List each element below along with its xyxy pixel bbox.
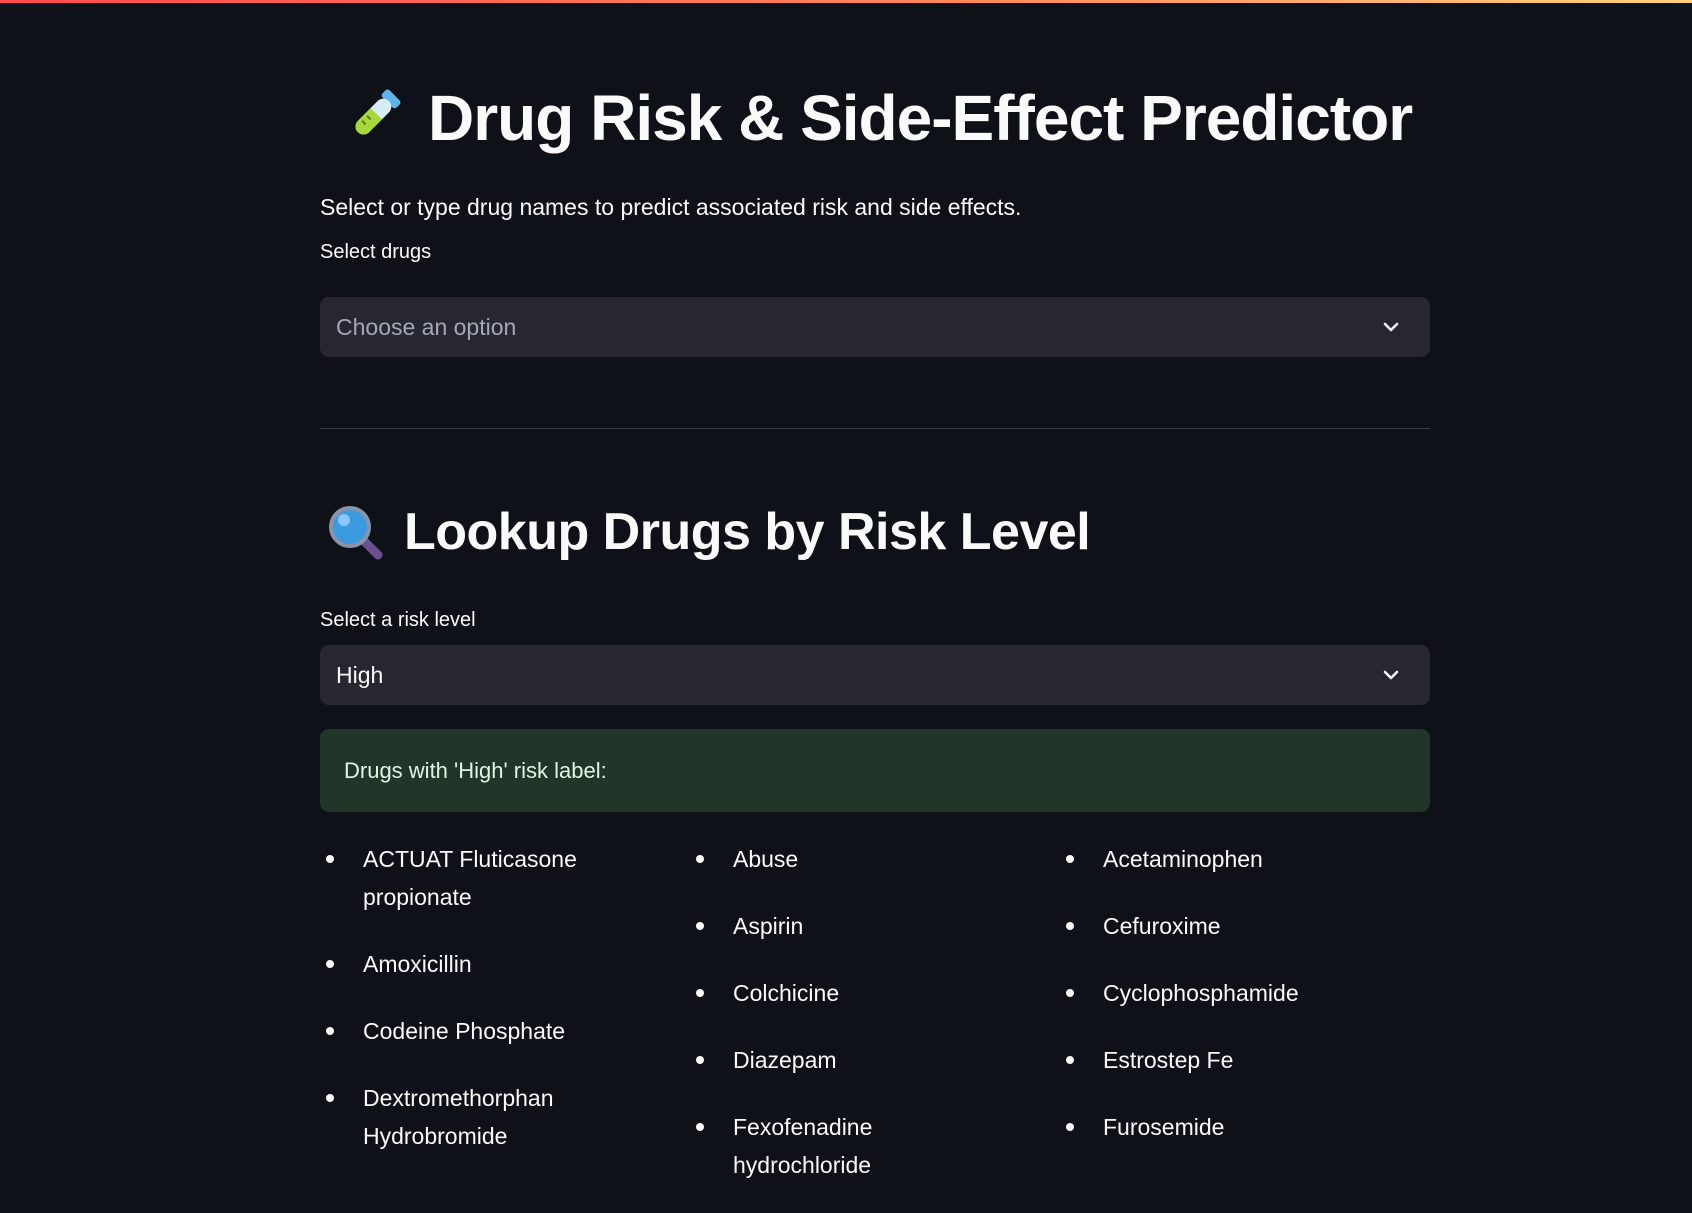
test-tube-icon <box>355 89 401 135</box>
page-title: Drug Risk & Side-Effect Predictor <box>428 82 1413 154</box>
lookup-heading: Lookup Drugs by Risk Level <box>404 503 1091 561</box>
success-alert: Drugs with 'High' risk label: <box>320 729 1430 812</box>
bullet-icon <box>1066 1123 1074 1131</box>
list-item: Amoxicillin <box>320 945 643 983</box>
drug-list-columns: ACTUAT Fluticasone propionate Amoxicilli… <box>320 840 1430 1213</box>
bullet-icon <box>1066 922 1074 930</box>
list-item: Dextromethorphan Hydrobromide <box>320 1079 643 1155</box>
list-item: Aspirin <box>690 907 1013 945</box>
list-item: Codeine Phosphate <box>320 1012 643 1050</box>
list-item: Abuse <box>690 840 1013 878</box>
page-title-row: Drug Risk & Side-Effect Predictor <box>338 78 1413 158</box>
lookup-heading-row: Lookup Drugs by Risk Level <box>326 502 1091 562</box>
section-divider <box>320 428 1430 429</box>
drug-list-column-1: ACTUAT Fluticasone propionate Amoxicilli… <box>320 840 690 1213</box>
list-item: Cefuroxime <box>1060 907 1383 945</box>
success-alert-text: Drugs with 'High' risk label: <box>344 757 607 783</box>
bullet-icon <box>326 1027 334 1035</box>
bullet-icon <box>696 1123 704 1131</box>
list-item: Cyclophosphamide <box>1060 974 1383 1012</box>
bullet-icon <box>326 1094 334 1102</box>
drug-multiselect[interactable]: Choose an option <box>320 297 1430 357</box>
list-item: Furosemide <box>1060 1108 1383 1146</box>
bullet-icon <box>1066 1056 1074 1064</box>
bullet-icon <box>1066 989 1074 997</box>
magnifying-glass-icon <box>329 506 383 560</box>
list-item: Colchicine <box>690 974 1013 1012</box>
bullet-icon <box>696 1056 704 1064</box>
chevron-down-icon[interactable] <box>1380 316 1402 338</box>
list-item: Diazepam <box>690 1041 1013 1079</box>
drug-list-column-3: Acetaminophen Cefuroxime Cyclophosphamid… <box>1060 840 1430 1213</box>
drug-select-label: Select drugs <box>320 241 432 263</box>
bullet-icon <box>326 855 334 863</box>
risk-level-value: High <box>336 661 384 688</box>
bullet-icon <box>696 989 704 997</box>
drug-select-placeholder: Choose an option <box>336 313 517 340</box>
risk-level-select[interactable]: High <box>320 645 1430 705</box>
bullet-icon <box>696 855 704 863</box>
chevron-down-icon[interactable] <box>1380 664 1402 686</box>
bullet-icon <box>696 922 704 930</box>
page-subtitle: Select or type drug names to predict ass… <box>320 194 1022 220</box>
bullet-icon <box>1066 855 1074 863</box>
list-item: Acetaminophen <box>1060 840 1383 878</box>
risk-level-label: Select a risk level <box>320 609 476 631</box>
top-decoration-bar <box>0 0 1692 3</box>
bullet-icon <box>326 960 334 968</box>
list-item: Estrostep Fe <box>1060 1041 1383 1079</box>
list-item: ACTUAT Fluticasone propionate <box>320 840 643 916</box>
list-item: Fexofenadine hydrochloride <box>690 1108 1013 1184</box>
drug-list-column-2: Abuse Aspirin Colchicine Diazepam Fexofe… <box>690 840 1060 1213</box>
